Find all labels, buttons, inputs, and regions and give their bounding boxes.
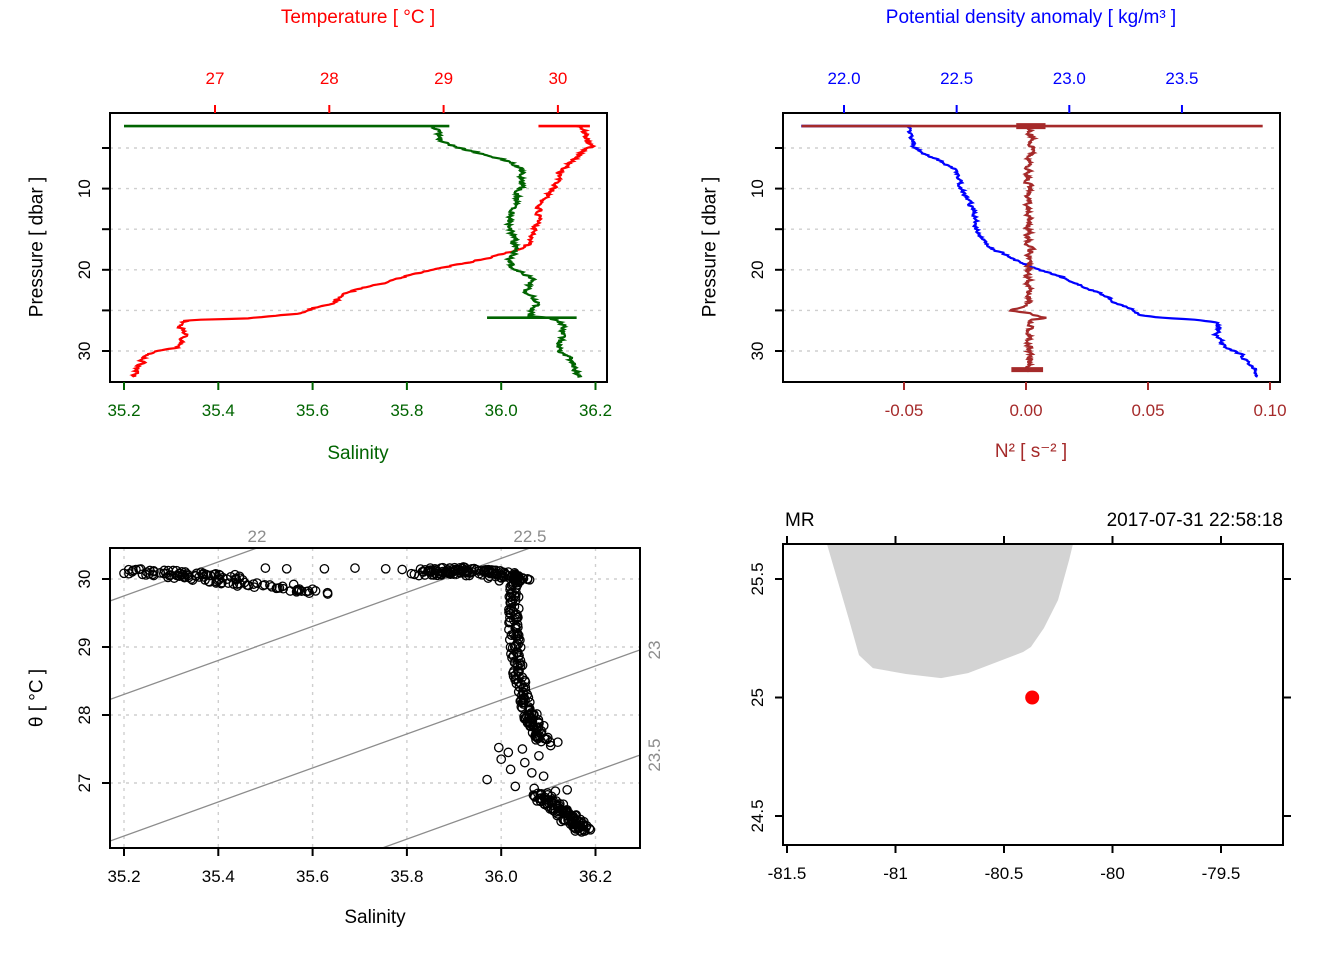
tick-label: 28 (320, 69, 339, 88)
tick-label: 30 (75, 342, 94, 361)
tick-label: 36.0 (485, 401, 518, 420)
isopycnal-label: 23.5 (645, 739, 664, 772)
pressure-axis-title-right: Pressure [ dbar ] (699, 176, 721, 318)
tick-label: 35.4 (202, 867, 235, 886)
tick-label: 20 (75, 260, 94, 279)
isopycnal-label: 22.5 (513, 527, 546, 546)
isopycnal-label: 23 (645, 641, 664, 660)
tick-label: 25.5 (748, 562, 767, 595)
tick-label: -81.5 (768, 864, 807, 883)
tick-label: 27 (75, 774, 94, 793)
tick-label: 36.2 (579, 867, 612, 886)
tick-label: 36.0 (485, 867, 518, 886)
station-marker (1025, 690, 1040, 705)
tick-label: -79.5 (1202, 864, 1241, 883)
isopycnal-line (380, 754, 640, 848)
tick-label: 35.2 (107, 401, 140, 420)
tick-label: 35.8 (390, 867, 423, 886)
tick-label: 30 (748, 342, 767, 361)
tick-label: 23.0 (1053, 69, 1086, 88)
tick-label: 30 (75, 570, 94, 589)
tick-label: 29 (75, 638, 94, 657)
tick-label: 35.8 (390, 401, 423, 420)
tick-label: 29 (434, 69, 453, 88)
tick-label: 10 (748, 179, 767, 198)
temperature-axis-title: Temperature [ °C ] (280, 7, 436, 28)
tick-label: -80 (1100, 864, 1125, 883)
plot-box (109, 547, 641, 849)
tick-label: -81 (883, 864, 908, 883)
tick-label: -80.5 (985, 864, 1024, 883)
tick-label: 35.2 (107, 867, 140, 886)
station-datetime: 2017-07-31 22:58:18 (1106, 510, 1283, 531)
land-polygon (826, 544, 1073, 679)
tick-label: 20 (748, 260, 767, 279)
tick-label: 30 (548, 69, 567, 88)
tick-label: 25 (748, 688, 767, 707)
tick-label: 0.05 (1131, 401, 1164, 420)
tick-label: 36.2 (579, 401, 612, 420)
tick-label: 35.4 (202, 401, 235, 420)
isopycnal-line (110, 649, 640, 842)
salinity-axis-title-profile: Salinity (327, 443, 389, 464)
plot-box (782, 112, 1281, 383)
density-axis-title: Potential density anomaly [ kg/m³ ] (885, 7, 1177, 28)
isopycnal-label: 22 (248, 527, 267, 546)
tick-label: 0.00 (1009, 401, 1042, 420)
tick-label: 35.6 (296, 867, 329, 886)
tick-label: 10 (75, 179, 94, 198)
station-name: MR (785, 510, 815, 531)
plot-box (109, 112, 608, 383)
tick-label: 22.0 (827, 69, 860, 88)
tick-label: 0.10 (1253, 401, 1286, 420)
tick-label: 24.5 (748, 799, 767, 832)
tick-label: 22.5 (940, 69, 973, 88)
tick-label: 23.5 (1165, 69, 1198, 88)
isopycnal-line (110, 548, 532, 701)
theta-axis-title: θ [ °C ] (26, 668, 48, 728)
salinity-axis-title-ts: Salinity (344, 907, 406, 928)
tick-label: 35.6 (296, 401, 329, 420)
pressure-axis-title-left: Pressure [ dbar ] (26, 176, 48, 318)
tick-label: 27 (206, 69, 225, 88)
tick-label: -0.05 (885, 401, 924, 420)
plot-box (782, 543, 1284, 846)
ts-scatter (119, 562, 596, 837)
tick-label: 28 (75, 706, 94, 725)
n2-axis-title: N² [ s⁻² ] (994, 441, 1068, 462)
